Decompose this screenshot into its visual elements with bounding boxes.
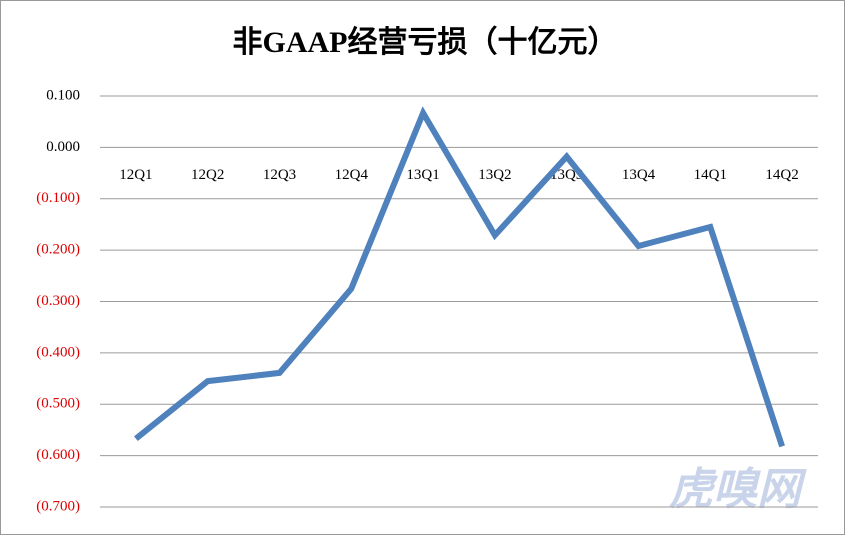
chart-title: 非GAAP经营亏损（十亿元） xyxy=(233,25,618,59)
y-tick-label: (0.200) xyxy=(36,242,80,258)
x-tick-label: 12Q3 xyxy=(263,167,296,183)
x-tick-label: 14Q1 xyxy=(694,167,727,183)
y-tick-label: (0.700) xyxy=(36,498,80,514)
y-tick-label: (0.500) xyxy=(36,396,80,412)
x-tick-label: 13Q2 xyxy=(478,167,511,183)
x-tick-label: 12Q1 xyxy=(119,167,152,183)
y-tick-label: (0.400) xyxy=(36,344,80,360)
y-tick-label: (0.100) xyxy=(36,190,80,206)
y-tick-label: (0.300) xyxy=(36,293,80,309)
y-tick-label: 0.000 xyxy=(46,139,80,155)
x-tick-label: 12Q2 xyxy=(191,167,224,183)
y-tick-label: (0.600) xyxy=(36,447,80,463)
x-tick-label: 13Q1 xyxy=(406,167,439,183)
x-tick-label: 12Q4 xyxy=(335,167,369,183)
x-tick-label: 14Q2 xyxy=(765,167,798,183)
y-tick-label: 0.100 xyxy=(46,87,80,103)
x-tick-label: 13Q4 xyxy=(622,167,656,183)
data-line xyxy=(134,106,785,448)
